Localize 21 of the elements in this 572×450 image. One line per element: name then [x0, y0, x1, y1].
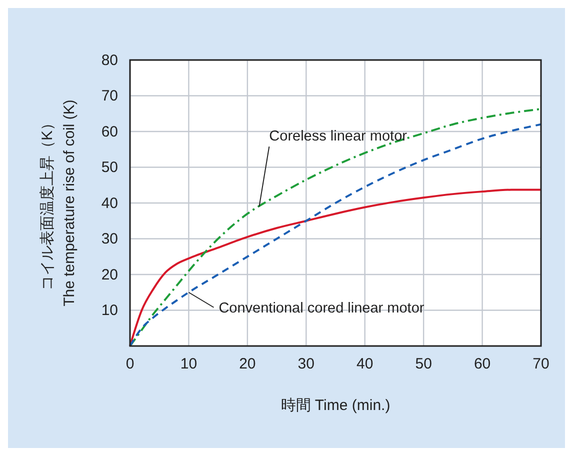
y-tick-label: 40: [101, 194, 118, 212]
x-tick-label: 20: [239, 356, 256, 373]
y-tick-label: 60: [101, 123, 118, 140]
y-tick-label: 70: [101, 88, 118, 105]
line-series: [129, 188, 542, 347]
x-tick-label: 10: [180, 356, 198, 373]
x-tick-label: 50: [415, 356, 432, 373]
y-tick-label: 20: [101, 266, 118, 284]
x-tick-label: 40: [356, 356, 374, 373]
x-axis-title: 時間 Time (min.): [280, 397, 390, 414]
y-axis-title: コイル表面温度上昇（K） The temperature rise of coil (K): [39, 100, 78, 306]
y-tick-label: 80: [101, 52, 118, 69]
x-tick-label: 60: [474, 356, 491, 373]
x-tick-label: 70: [532, 356, 550, 373]
y-tick-label: 10: [101, 302, 118, 320]
annotation: Coreless linear motor: [269, 128, 408, 145]
x-tick-label: 0: [126, 356, 134, 373]
x-tick-label: 30: [298, 356, 314, 373]
y-tick-label: 30: [101, 230, 118, 248]
y-tick-label: 50: [101, 159, 118, 176]
annotation: Conventional cored linear motor: [218, 300, 424, 316]
